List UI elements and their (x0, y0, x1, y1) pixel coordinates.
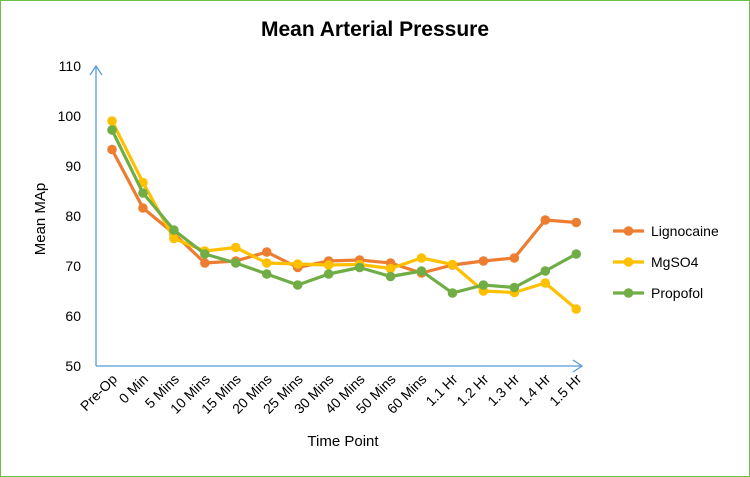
x-tick-label: 1.3 Hr (484, 371, 523, 410)
data-point-propofol (261, 269, 272, 279)
data-point-lignocaine (107, 144, 117, 155)
axes (89, 64, 584, 373)
x-axis-arrow (572, 359, 584, 373)
data-point-propofol (416, 266, 427, 276)
series-propofol (107, 125, 582, 298)
x-tick-label: 1.5 Hr (546, 371, 585, 410)
y-tick-label: 100 (58, 108, 82, 124)
y-axis-label: Mean MAp (32, 183, 49, 256)
data-point-propofol (354, 262, 365, 273)
y-axis-arrow (89, 64, 103, 76)
y-tick-label: 110 (59, 58, 82, 74)
data-point-lignocaine (540, 215, 551, 225)
legend-label: MgSO4 (651, 254, 699, 270)
series-line-propofol (110, 128, 578, 295)
legend: Lignocaine MgSO4 Propofol (613, 223, 719, 301)
y-tick-label: 90 (65, 158, 81, 174)
data-point-mgso4 (261, 258, 272, 268)
data-point-propofol (292, 280, 303, 290)
data-point-propofol (385, 271, 396, 282)
legend-label: Propofol (651, 285, 703, 301)
chart-title: Mean Arterial Pressure (261, 18, 489, 41)
legend-item-lignocaine: Lignocaine (613, 223, 719, 239)
legend-item-propofol: Propofol (613, 285, 703, 301)
data-point-lignocaine (261, 247, 272, 257)
data-point-propofol (169, 225, 179, 235)
series-line-lignocaine (110, 147, 578, 275)
y-tick-label: 80 (65, 208, 81, 224)
data-point-lignocaine (478, 256, 489, 266)
legend-item-mgso4: MgSO4 (613, 254, 699, 270)
y-tick-label: 70 (65, 258, 81, 274)
data-point-propofol (540, 266, 551, 276)
data-point-mgso4 (323, 260, 334, 270)
series-line-mgso4 (110, 119, 578, 311)
data-point-mgso4 (169, 233, 179, 244)
data-point-propofol (323, 269, 334, 279)
x-tick-label: Pre-Op (77, 371, 120, 414)
data-point-mgso4 (231, 242, 241, 253)
data-point-mgso4 (292, 259, 303, 269)
data-point-lignocaine (138, 203, 148, 213)
data-point-propofol (447, 288, 458, 298)
data-point-propofol (231, 258, 241, 268)
data-point-propofol (478, 280, 489, 290)
data-point-mgso4 (571, 304, 582, 314)
legend-swatch-marker (623, 257, 634, 267)
x-tick-label: 1.4 Hr (515, 371, 554, 410)
y-axis-ticks: 50 60 70 80 90 100 110 (58, 58, 82, 374)
series-mgso4 (107, 116, 582, 314)
data-point-mgso4 (416, 253, 427, 263)
x-tick-label: 1.1 Hr (422, 371, 461, 410)
legend-swatch-marker (623, 226, 634, 236)
x-axis-label: Time Point (307, 433, 379, 450)
y-tick-label: 60 (65, 308, 81, 324)
data-point-mgso4 (447, 259, 458, 270)
data-point-lignocaine (509, 253, 520, 263)
x-tick-label: 1.2 Hr (453, 371, 492, 410)
legend-swatch-marker (623, 288, 634, 298)
data-point-lignocaine (571, 217, 582, 228)
data-point-lignocaine (200, 258, 210, 268)
series-group (107, 116, 582, 314)
legend-label: Lignocaine (651, 223, 719, 239)
data-point-propofol (509, 282, 520, 293)
data-point-propofol (107, 125, 117, 135)
y-tick-label: 50 (65, 358, 81, 374)
data-point-propofol (200, 249, 210, 259)
data-point-propofol (138, 188, 148, 198)
data-point-propofol (571, 249, 582, 259)
data-point-mgso4 (107, 116, 117, 126)
data-point-mgso4 (540, 278, 551, 288)
series-lignocaine (107, 144, 582, 278)
data-point-mgso4 (385, 263, 396, 274)
